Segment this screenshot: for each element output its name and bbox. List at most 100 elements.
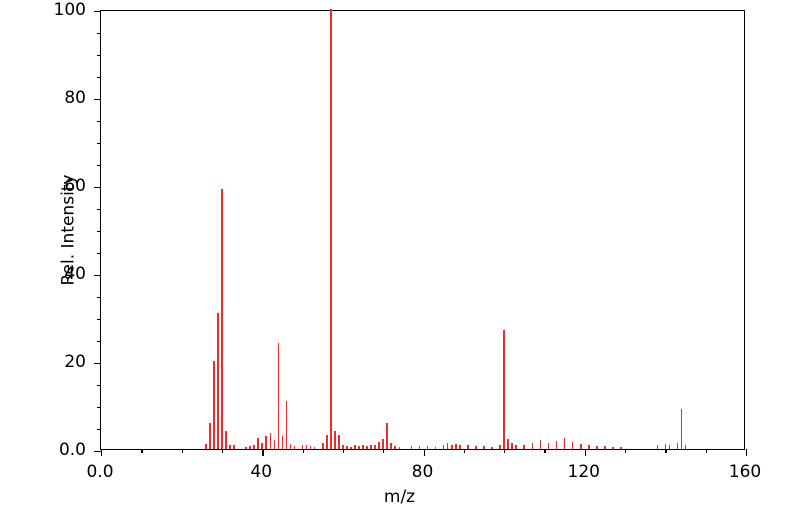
peak-bar (338, 434, 340, 449)
peak-bar (293, 445, 296, 449)
peak-bar (446, 442, 449, 449)
peak-bar (205, 444, 207, 449)
peak-bar (285, 400, 288, 449)
peak-bar (225, 431, 227, 449)
peak-bar (370, 445, 372, 449)
peak-bar (390, 443, 393, 449)
peak-bar (374, 444, 376, 449)
y-tick-label: 60 (64, 176, 86, 196)
y-tick-minor (97, 429, 101, 431)
x-tick-minor (302, 449, 304, 453)
peak-bar (289, 443, 292, 449)
x-tick-major (262, 449, 264, 456)
x-tick-minor (141, 449, 143, 453)
peak-bar (491, 446, 493, 449)
peak-bar (309, 446, 312, 449)
peak-bar (257, 438, 259, 449)
x-tick-major (101, 449, 103, 456)
x-tick-minor (705, 449, 707, 453)
y-axis-title: Rel. Intensity (58, 174, 79, 286)
x-tick-label: 80 (411, 462, 434, 482)
peak-bar (467, 444, 469, 449)
peak-bar (563, 438, 566, 449)
peak-bar (483, 446, 485, 449)
peak-bar (571, 441, 574, 449)
peak-bar (253, 445, 255, 449)
peak-bar (604, 446, 606, 449)
y-tick-major (94, 99, 101, 101)
peak-bar (281, 435, 284, 449)
peak-bar (620, 446, 622, 449)
y-tick-minor (97, 33, 101, 35)
y-tick-minor (97, 297, 101, 299)
y-tick-minor (97, 165, 101, 167)
peak-bar (442, 444, 445, 449)
peak-bar (579, 443, 582, 449)
peak-bar (547, 443, 550, 449)
peak-bar (273, 440, 276, 449)
x-tick-major (746, 449, 748, 456)
x-tick-minor (504, 449, 506, 453)
peak-bar (386, 422, 388, 449)
peak-bar (515, 445, 517, 449)
y-tick-major (94, 187, 101, 189)
peak-bar (321, 442, 324, 449)
peak-bar (499, 444, 501, 449)
y-tick-minor (97, 319, 101, 321)
peak-bar (539, 440, 542, 449)
y-tick-minor (97, 209, 101, 211)
peak-bar (277, 343, 280, 449)
peak-bar (305, 444, 308, 449)
y-tick-label: 40 (64, 264, 86, 284)
peak-bar (213, 361, 215, 449)
peak-bar (313, 446, 316, 449)
peak-bar (664, 443, 667, 449)
peak-bar (269, 433, 272, 449)
peak-bar (418, 446, 421, 449)
x-tick-minor (342, 449, 345, 453)
x-tick-major (584, 449, 587, 456)
peak-series (101, 9, 744, 449)
y-tick-minor (97, 407, 101, 409)
peak-bar (531, 442, 534, 449)
y-tick-label: 0.0 (58, 440, 86, 460)
peak-bar (245, 446, 247, 449)
peak-bar (229, 444, 231, 449)
peak-bar (434, 446, 437, 449)
peak-bar (221, 189, 223, 449)
y-tick-major (94, 363, 101, 365)
peak-bar (555, 441, 558, 449)
peak-bar (362, 445, 364, 449)
y-tick-minor (97, 55, 101, 57)
peak-bar (354, 445, 356, 449)
x-tick-minor (544, 449, 546, 453)
peak-bar (684, 444, 687, 449)
peak-bar (301, 445, 304, 449)
y-tick-minor (97, 121, 101, 123)
x-tick-label: 40 (250, 462, 273, 482)
y-tick-label: 80 (64, 88, 86, 108)
y-tick-label: 100 (53, 0, 86, 20)
peak-bar (265, 435, 268, 449)
y-tick-major (94, 275, 101, 277)
peak-bar (587, 445, 590, 449)
peak-bar (394, 446, 397, 449)
peak-bar (475, 446, 477, 449)
peak-bar (676, 442, 679, 449)
x-tick-minor (665, 449, 667, 453)
peak-bar (378, 441, 380, 449)
peak-bar (398, 446, 401, 449)
y-tick-minor (97, 253, 101, 255)
peak-bar (325, 434, 328, 449)
x-tick-label: 120 (567, 462, 600, 482)
peak-bar (346, 446, 348, 449)
y-tick-major (94, 451, 101, 453)
x-tick-minor (463, 449, 465, 453)
peak-bar (426, 446, 429, 449)
peak-bar (668, 444, 671, 449)
peak-bar (249, 446, 251, 449)
y-axis-tick-labels: 0.0 20 40 60 80 100 (54, 0, 745, 460)
peak-bar (680, 408, 683, 449)
peak-bar (233, 445, 235, 449)
